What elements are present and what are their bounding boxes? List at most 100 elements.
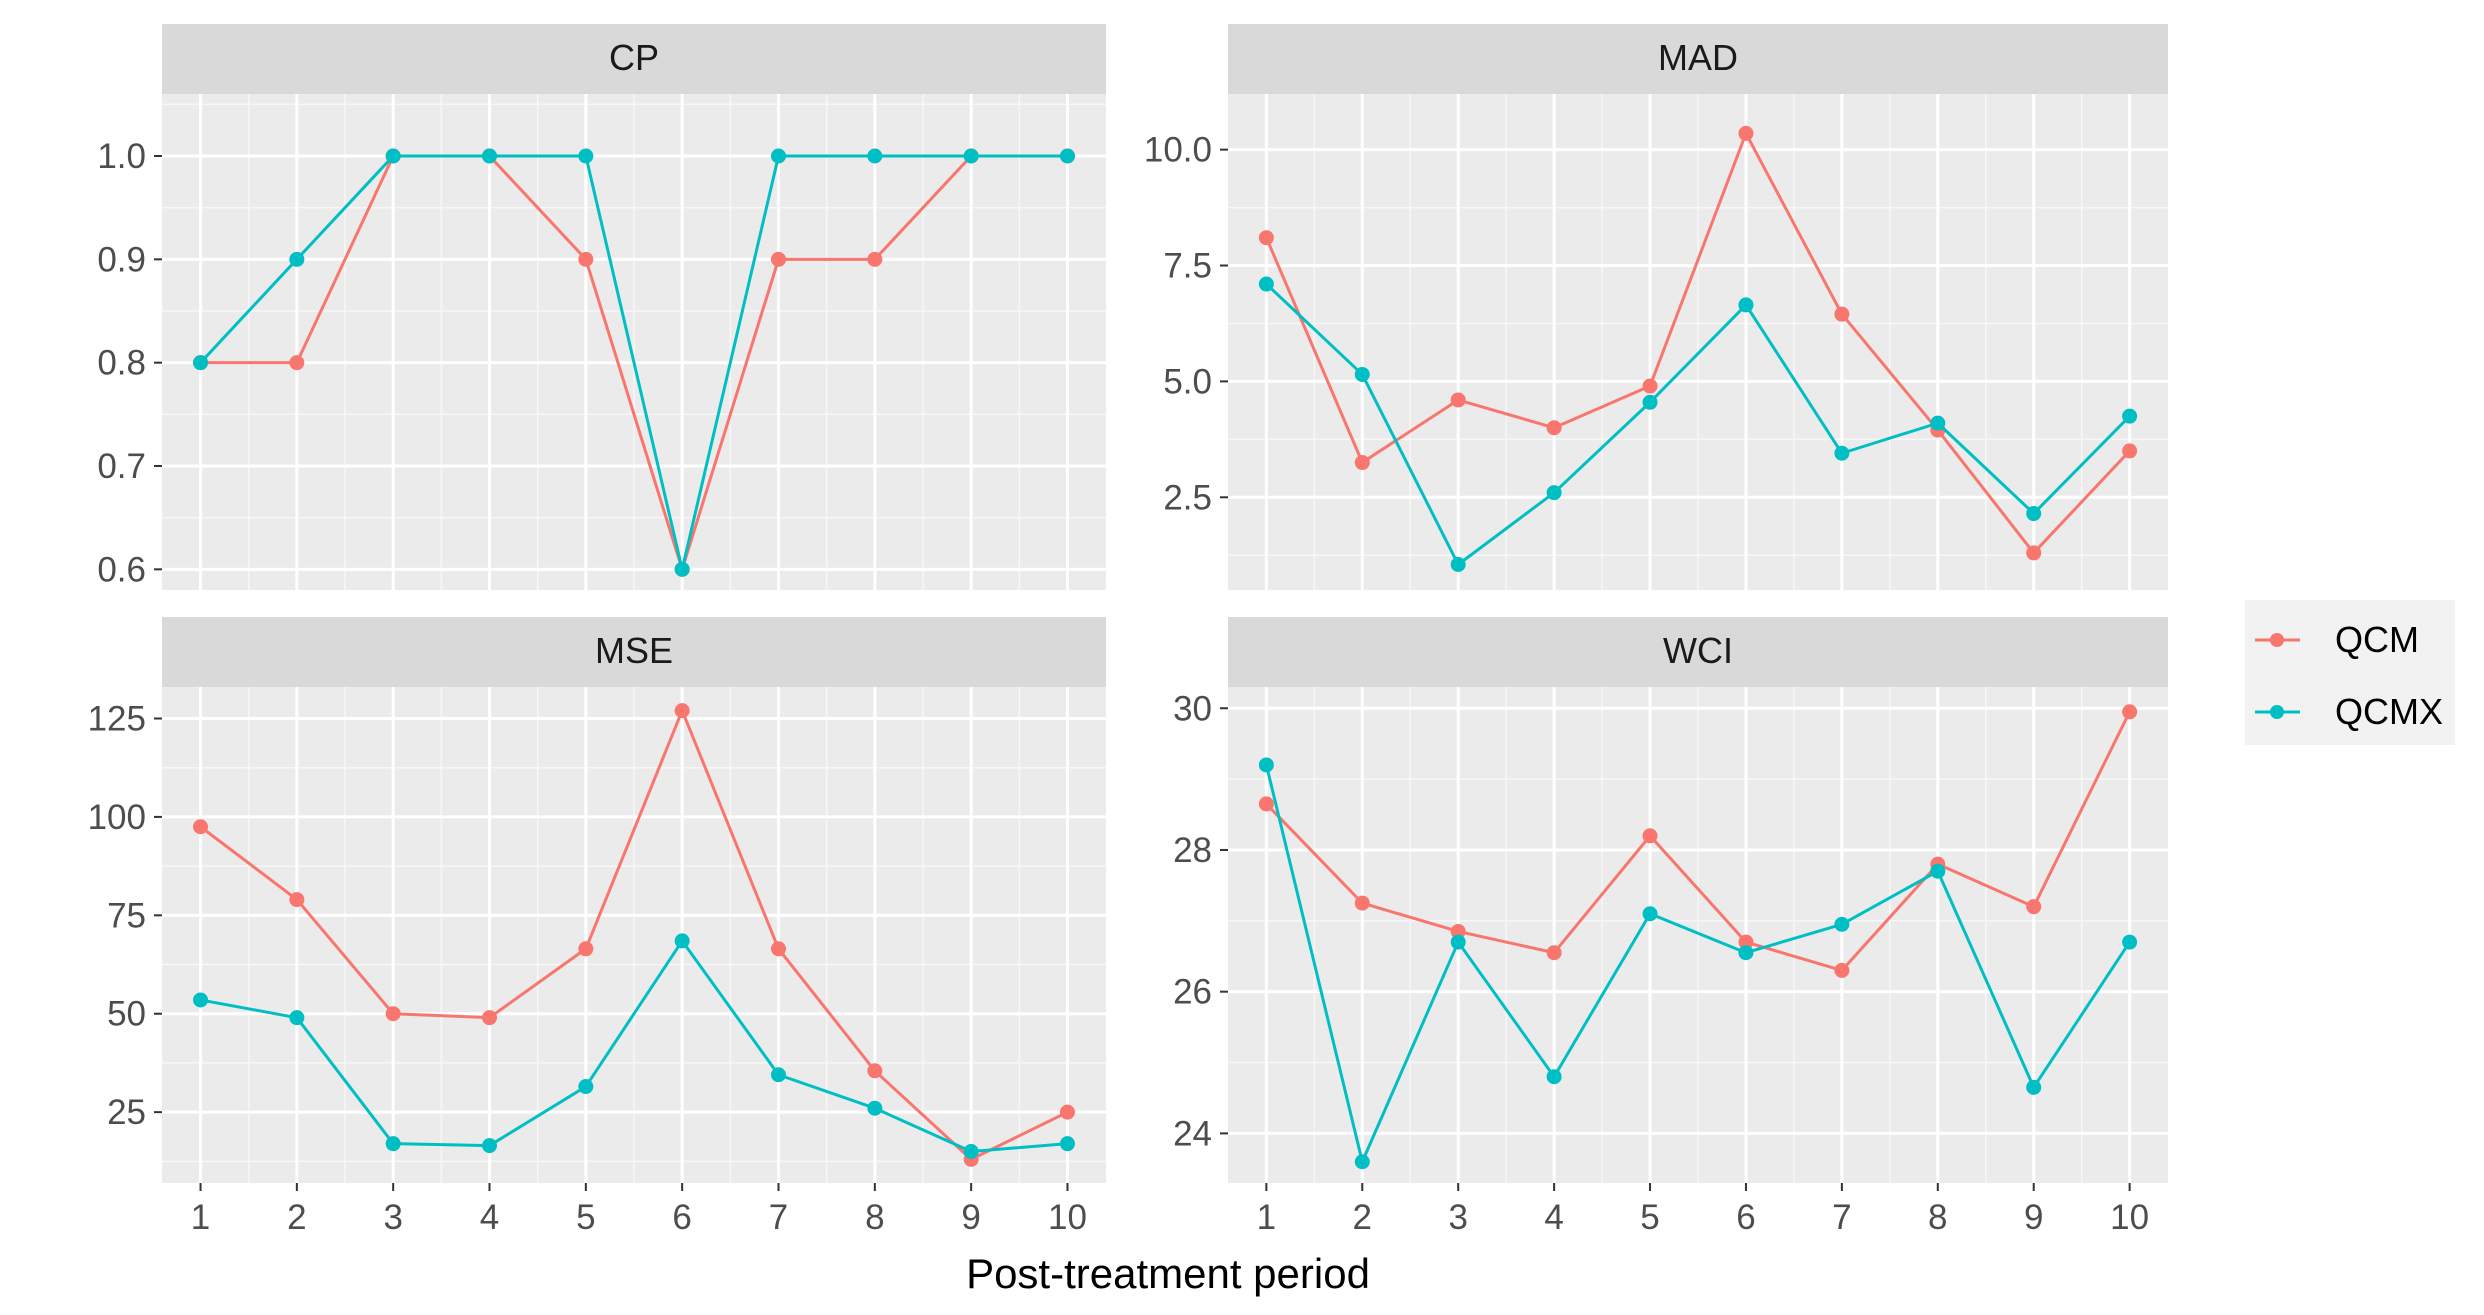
data-point-qcmx-wci xyxy=(1546,1069,1562,1085)
legend-key-qcm: QCM xyxy=(2255,619,2419,660)
data-point-qcm-mad xyxy=(1546,420,1562,436)
data-point-qcmx-wci xyxy=(1834,916,1850,932)
x-tick-label-mse: 10 xyxy=(1048,1198,1087,1237)
panel-cp: CP 0.6 0.7 0.8 0.9 1.0 xyxy=(97,24,1106,590)
x-tick-label-wci: 1 xyxy=(1257,1198,1276,1237)
data-point-qcmx-wci xyxy=(1642,906,1658,922)
legend-label-qcm: QCM xyxy=(2335,619,2419,660)
data-point-qcmx-cp xyxy=(482,148,498,164)
x-tick-label-mse: 5 xyxy=(576,1198,595,1237)
data-point-qcm-wci xyxy=(1258,796,1274,812)
panel-mad: MAD 2.5 5.0 7.5 10.0 xyxy=(1144,24,2168,590)
legend-key-qcmx: QCMX xyxy=(2255,691,2443,732)
x-tick-label-mse: 1 xyxy=(191,1198,210,1237)
y-tick-label-cp: 1.0 xyxy=(97,137,146,176)
y-tick-label-cp: 0.7 xyxy=(97,447,146,486)
data-point-qcmx-mad xyxy=(1258,276,1274,292)
x-tick-label-wci: 4 xyxy=(1544,1198,1563,1237)
x-tick-label-wci: 5 xyxy=(1640,1198,1659,1237)
data-point-qcmx-wci xyxy=(1738,945,1754,961)
data-point-qcmx-cp xyxy=(963,148,979,164)
data-point-qcmx-cp xyxy=(1059,148,1075,164)
series-line-qcmx-cp xyxy=(199,154,1068,571)
data-point-qcmx-cp xyxy=(289,251,305,267)
data-point-qcm-mse xyxy=(482,1010,498,1026)
series-line-qcm-wci xyxy=(1265,711,2131,972)
data-point-qcmx-mse xyxy=(867,1100,883,1116)
data-point-qcm-mad xyxy=(2026,545,2042,561)
data-point-qcmx-mse xyxy=(1059,1136,1075,1152)
y-tick-label-mad: 2.5 xyxy=(1163,478,1212,517)
strip-title-cp: CP xyxy=(609,37,659,78)
data-point-qcm-cp xyxy=(867,251,883,267)
legend: QCM QCMX xyxy=(2245,600,2455,745)
x-tick-label-wci: 3 xyxy=(1448,1198,1467,1237)
data-point-qcm-wci xyxy=(1834,962,1850,978)
x-tick-label-wci: 2 xyxy=(1353,1198,1372,1237)
series-line-qcmx-mad xyxy=(1265,282,2131,567)
data-point-qcmx-mad xyxy=(1546,485,1562,501)
data-point-qcm-mse xyxy=(867,1063,883,1079)
data-point-qcmx-cp xyxy=(578,148,594,164)
data-point-qcm-wci xyxy=(1642,828,1658,844)
y-tick-label-mse: 25 xyxy=(107,1093,146,1132)
data-point-qcm-cp xyxy=(578,251,594,267)
data-point-qcm-cp xyxy=(770,251,786,267)
data-point-qcm-wci xyxy=(1738,934,1754,950)
y-tick-label-mse: 100 xyxy=(88,798,146,837)
data-point-qcm-mad xyxy=(1258,230,1274,246)
data-point-qcmx-mse xyxy=(289,1010,305,1026)
data-point-qcmx-mad xyxy=(2026,506,2042,522)
x-tick-label-wci: 6 xyxy=(1736,1198,1755,1237)
x-tick-label-wci: 10 xyxy=(2110,1198,2149,1237)
y-tick-label-mad: 7.5 xyxy=(1163,247,1212,286)
data-point-qcmx-mad xyxy=(2122,408,2138,424)
data-point-qcmx-mad xyxy=(1834,445,1850,461)
strip-mse xyxy=(162,617,1106,687)
data-point-qcmx-cp xyxy=(867,148,883,164)
legend-background xyxy=(2245,600,2455,745)
data-point-qcmx-cp xyxy=(674,561,690,577)
strip-cp xyxy=(162,24,1106,94)
x-tick-label-mse: 2 xyxy=(287,1198,306,1237)
x-tick-label-mse: 4 xyxy=(480,1198,499,1237)
x-tick-label-mse: 3 xyxy=(383,1198,402,1237)
data-point-qcmx-wci xyxy=(1930,863,1946,879)
data-point-qcm-mad xyxy=(1642,378,1658,394)
series-line-qcm-mad xyxy=(1264,131,2131,555)
data-point-qcm-mse xyxy=(193,819,209,835)
x-tick-label-mse: 9 xyxy=(961,1198,980,1237)
y-tick-label-cp: 0.6 xyxy=(97,550,146,589)
data-point-qcm-wci xyxy=(1354,895,1370,911)
data-point-qcm-mse xyxy=(770,941,786,957)
x-tick-label-mse: 7 xyxy=(769,1198,788,1237)
legend-point-qcmx xyxy=(2270,705,2284,719)
data-point-qcmx-mad xyxy=(1450,557,1466,573)
data-point-qcmx-wci xyxy=(2122,934,2138,950)
strip-title-wci: WCI xyxy=(1663,630,1733,671)
series-line-qcmx-wci xyxy=(1264,764,2131,1164)
data-point-qcm-mse xyxy=(385,1006,401,1022)
data-point-qcmx-mad xyxy=(1738,297,1754,313)
y-tick-label-mad: 5.0 xyxy=(1163,362,1212,401)
data-point-qcmx-wci xyxy=(2026,1079,2042,1095)
legend-label-qcmx: QCMX xyxy=(2335,691,2443,732)
x-tick-label-wci: 9 xyxy=(2024,1198,2043,1237)
data-point-qcm-wci xyxy=(2122,704,2138,720)
data-point-qcm-mad xyxy=(2122,443,2138,459)
y-tick-label-mse: 125 xyxy=(88,699,146,738)
data-point-qcm-wci xyxy=(2026,899,2042,915)
data-point-qcm-wci xyxy=(1450,923,1466,939)
strip-wci xyxy=(1228,617,2168,687)
series-line-qcm-cp xyxy=(200,154,1068,571)
x-tick-label-mse: 8 xyxy=(865,1198,884,1237)
data-point-qcmx-wci xyxy=(1258,757,1274,773)
data-point-qcm-mad xyxy=(1738,125,1754,141)
x-tick-label-wci: 7 xyxy=(1832,1198,1851,1237)
strip-mad xyxy=(1228,24,2168,94)
series-line-qcm-mse xyxy=(199,709,1069,1161)
y-tick-label-cp: 0.8 xyxy=(97,344,146,383)
x-tick-label-wci: 8 xyxy=(1928,1198,1947,1237)
chart-panels: CP0.60.70.80.91.0MAD2.55.07.510.0MSE2550… xyxy=(88,24,2168,1237)
